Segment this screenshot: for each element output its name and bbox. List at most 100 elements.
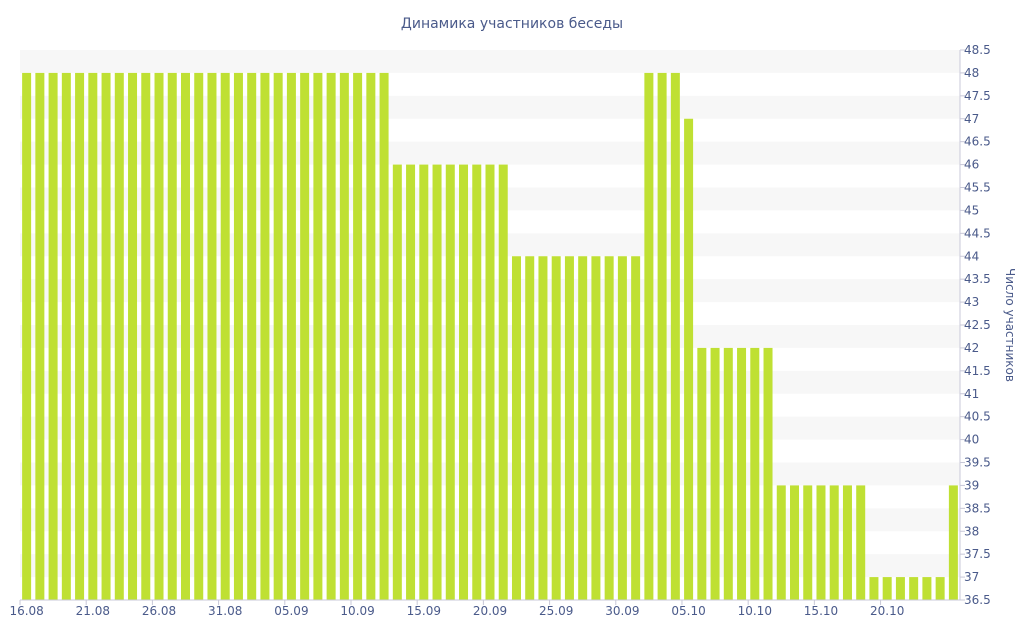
y-tick-label: 41.5	[964, 364, 991, 378]
x-tick-label: 15.10	[804, 604, 838, 618]
bar-02.09	[247, 72, 257, 600]
bar-28.09	[591, 256, 601, 600]
bar-03.09	[260, 72, 270, 600]
bar-11.09	[366, 72, 376, 600]
bar-12.09	[379, 72, 389, 600]
bar-04.10	[670, 72, 680, 600]
bar-25.09	[551, 256, 561, 600]
bar-10.09	[353, 72, 363, 600]
bar-31.08	[220, 72, 230, 600]
bar-01.09	[233, 72, 243, 600]
y-tick-label: 39.5	[964, 456, 991, 470]
x-tick-label: 20.10	[870, 604, 904, 618]
y-tick-label: 45	[964, 203, 979, 217]
bar-21.09	[498, 164, 508, 601]
bar-21.10	[895, 577, 905, 600]
bar-26.08	[154, 72, 164, 600]
bar-22.08	[101, 72, 111, 600]
background-band	[20, 50, 960, 73]
bar-10.10	[750, 347, 760, 600]
bar-29.08	[194, 72, 204, 600]
bar-13.09	[392, 164, 402, 601]
bar-09.09	[339, 72, 349, 600]
y-axis-ticks: 36.5 37 37.5 38 38.5 39 39.5 40 40.5 41 41.5 42 42.5…	[960, 43, 991, 607]
y-tick-label: 47.5	[964, 89, 991, 103]
y-tick-label: 46	[964, 158, 979, 172]
bar-24.10	[935, 577, 945, 600]
bar-14.10	[803, 485, 813, 600]
bar-27.09	[578, 256, 588, 600]
bar-07.09	[313, 72, 323, 600]
x-tick-label: 21.08	[76, 604, 110, 618]
y-tick-label: 37.5	[964, 547, 991, 561]
bar-22.10	[909, 577, 919, 600]
y-tick-label: 45.5	[964, 181, 991, 195]
bar-25.08	[141, 72, 151, 600]
bar-29.09	[604, 256, 614, 600]
chart-title: Динамика участников беседы	[401, 16, 623, 32]
bar-21.08	[88, 72, 98, 600]
bar-05.10	[684, 118, 694, 600]
bar-19.09	[472, 164, 482, 601]
bar-03.10	[657, 72, 667, 600]
bar-15.10	[816, 485, 826, 600]
bar-23.08	[114, 72, 124, 600]
y-tick-label: 40	[964, 433, 979, 447]
bar-16.10	[829, 485, 839, 600]
bar-09.10	[737, 347, 747, 600]
bar-22.09	[511, 256, 521, 600]
bar-14.09	[406, 164, 416, 601]
y-tick-label: 38	[964, 524, 979, 538]
x-tick-label: 15.09	[407, 604, 441, 618]
y-tick-label: 38.5	[964, 501, 991, 515]
bar-18.09	[459, 164, 469, 601]
x-tick-label: 16.08	[9, 604, 43, 618]
x-tick-label: 05.10	[671, 604, 705, 618]
y-tick-label: 42.5	[964, 318, 991, 332]
y-axis-label: Число участников	[1003, 268, 1017, 382]
bar-01.10	[631, 256, 641, 600]
bar-28.08	[180, 72, 190, 600]
bar-05.09	[286, 72, 296, 600]
y-tick-label: 47	[964, 112, 979, 126]
y-tick-label: 40.5	[964, 410, 991, 424]
bar-17.10	[842, 485, 852, 600]
x-tick-label: 26.08	[142, 604, 176, 618]
y-tick-label: 44	[964, 249, 979, 263]
bar-06.10	[697, 347, 707, 600]
bar-06.09	[300, 72, 310, 600]
bar-08.10	[723, 347, 733, 600]
bar-18.08	[48, 72, 58, 600]
bar-20.10	[882, 577, 892, 600]
bar-18.10	[856, 485, 866, 600]
bar-19.08	[61, 72, 71, 600]
bar-11.10	[763, 347, 773, 600]
bar-04.09	[273, 72, 283, 600]
y-tick-label: 41	[964, 387, 979, 401]
bar-26.09	[564, 256, 574, 600]
bar-27.08	[167, 72, 177, 600]
y-tick-label: 42	[964, 341, 979, 355]
bar-16.08	[22, 72, 32, 600]
y-tick-label: 44.5	[964, 226, 991, 240]
bar-23.09	[525, 256, 535, 600]
y-tick-label: 37	[964, 570, 979, 584]
bar-20.08	[75, 72, 85, 600]
bar-19.10	[869, 577, 879, 600]
x-tick-label: 05.09	[274, 604, 308, 618]
bar-16.09	[432, 164, 442, 601]
y-tick-label: 36.5	[964, 593, 991, 607]
bar-12.10	[776, 485, 786, 600]
bar-24.08	[128, 72, 138, 600]
y-tick-label: 46.5	[964, 135, 991, 149]
x-tick-label: 31.08	[208, 604, 242, 618]
x-tick-label: 30.09	[605, 604, 639, 618]
x-axis-ticks: 16.08 21.08 26.08 31.08 05.09 10.09 15.09 20.09…	[9, 600, 904, 618]
y-tick-label: 48.5	[964, 43, 991, 57]
y-tick-label: 43	[964, 295, 979, 309]
bar-20.09	[485, 164, 495, 601]
bar-17.09	[445, 164, 455, 601]
bar-15.09	[419, 164, 429, 601]
bar-30.08	[207, 72, 217, 600]
